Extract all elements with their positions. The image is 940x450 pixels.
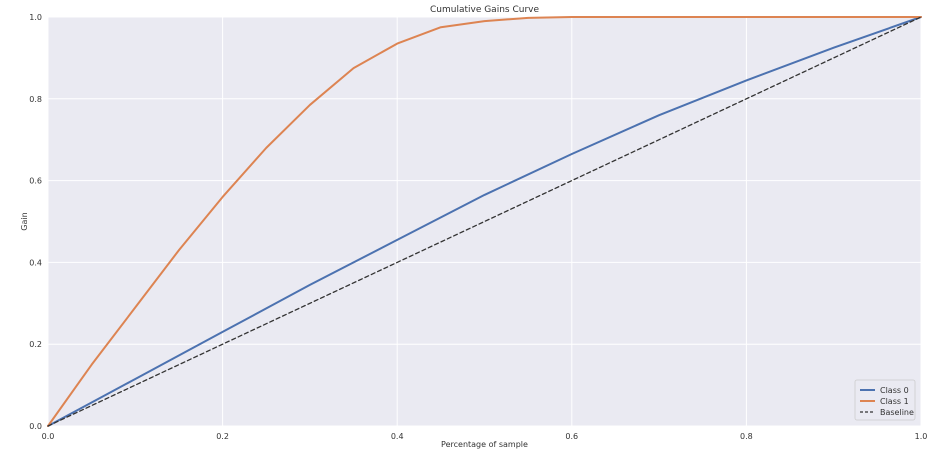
y-tick-label: 0.2	[29, 340, 42, 349]
grid-lines	[47, 16, 922, 427]
x-tick-label: 0.4	[391, 432, 404, 441]
series-line-baseline	[47, 16, 922, 427]
series-layer	[47, 16, 922, 427]
x-tick-label: 0.2	[216, 432, 229, 441]
series-line-class-0	[47, 16, 922, 427]
tick-labels: 0.0 0.2 0.4 0.6 0.8 1.0 0.0 0.2 0.4 0.6 0.8 1.0	[29, 13, 927, 441]
x-tick-label: 0.6	[565, 432, 578, 441]
x-axis-title: Percentage of sample	[441, 440, 528, 449]
y-tick-label: 0.8	[29, 95, 42, 104]
chart-title: Cumulative Gains Curve	[430, 5, 539, 15]
x-tick-label: 1.0	[915, 432, 928, 441]
y-tick-label: 0.4	[29, 258, 42, 267]
series-line-class-1	[47, 16, 922, 427]
legend: Class 0 Class 1 Baseline	[854, 379, 916, 421]
x-tick-label: 0.0	[42, 432, 55, 441]
y-tick-label: 0.0	[29, 422, 42, 431]
legend-entry-label: Class 1	[880, 397, 909, 406]
x-tick-label: 0.8	[740, 432, 753, 441]
y-axis-title: Gain	[20, 212, 29, 230]
y-tick-label: 0.6	[29, 177, 42, 186]
legend-entry-label: Class 0	[880, 386, 909, 395]
legend-entry-label: Baseline	[880, 408, 914, 417]
y-tick-label: 1.0	[29, 13, 42, 22]
